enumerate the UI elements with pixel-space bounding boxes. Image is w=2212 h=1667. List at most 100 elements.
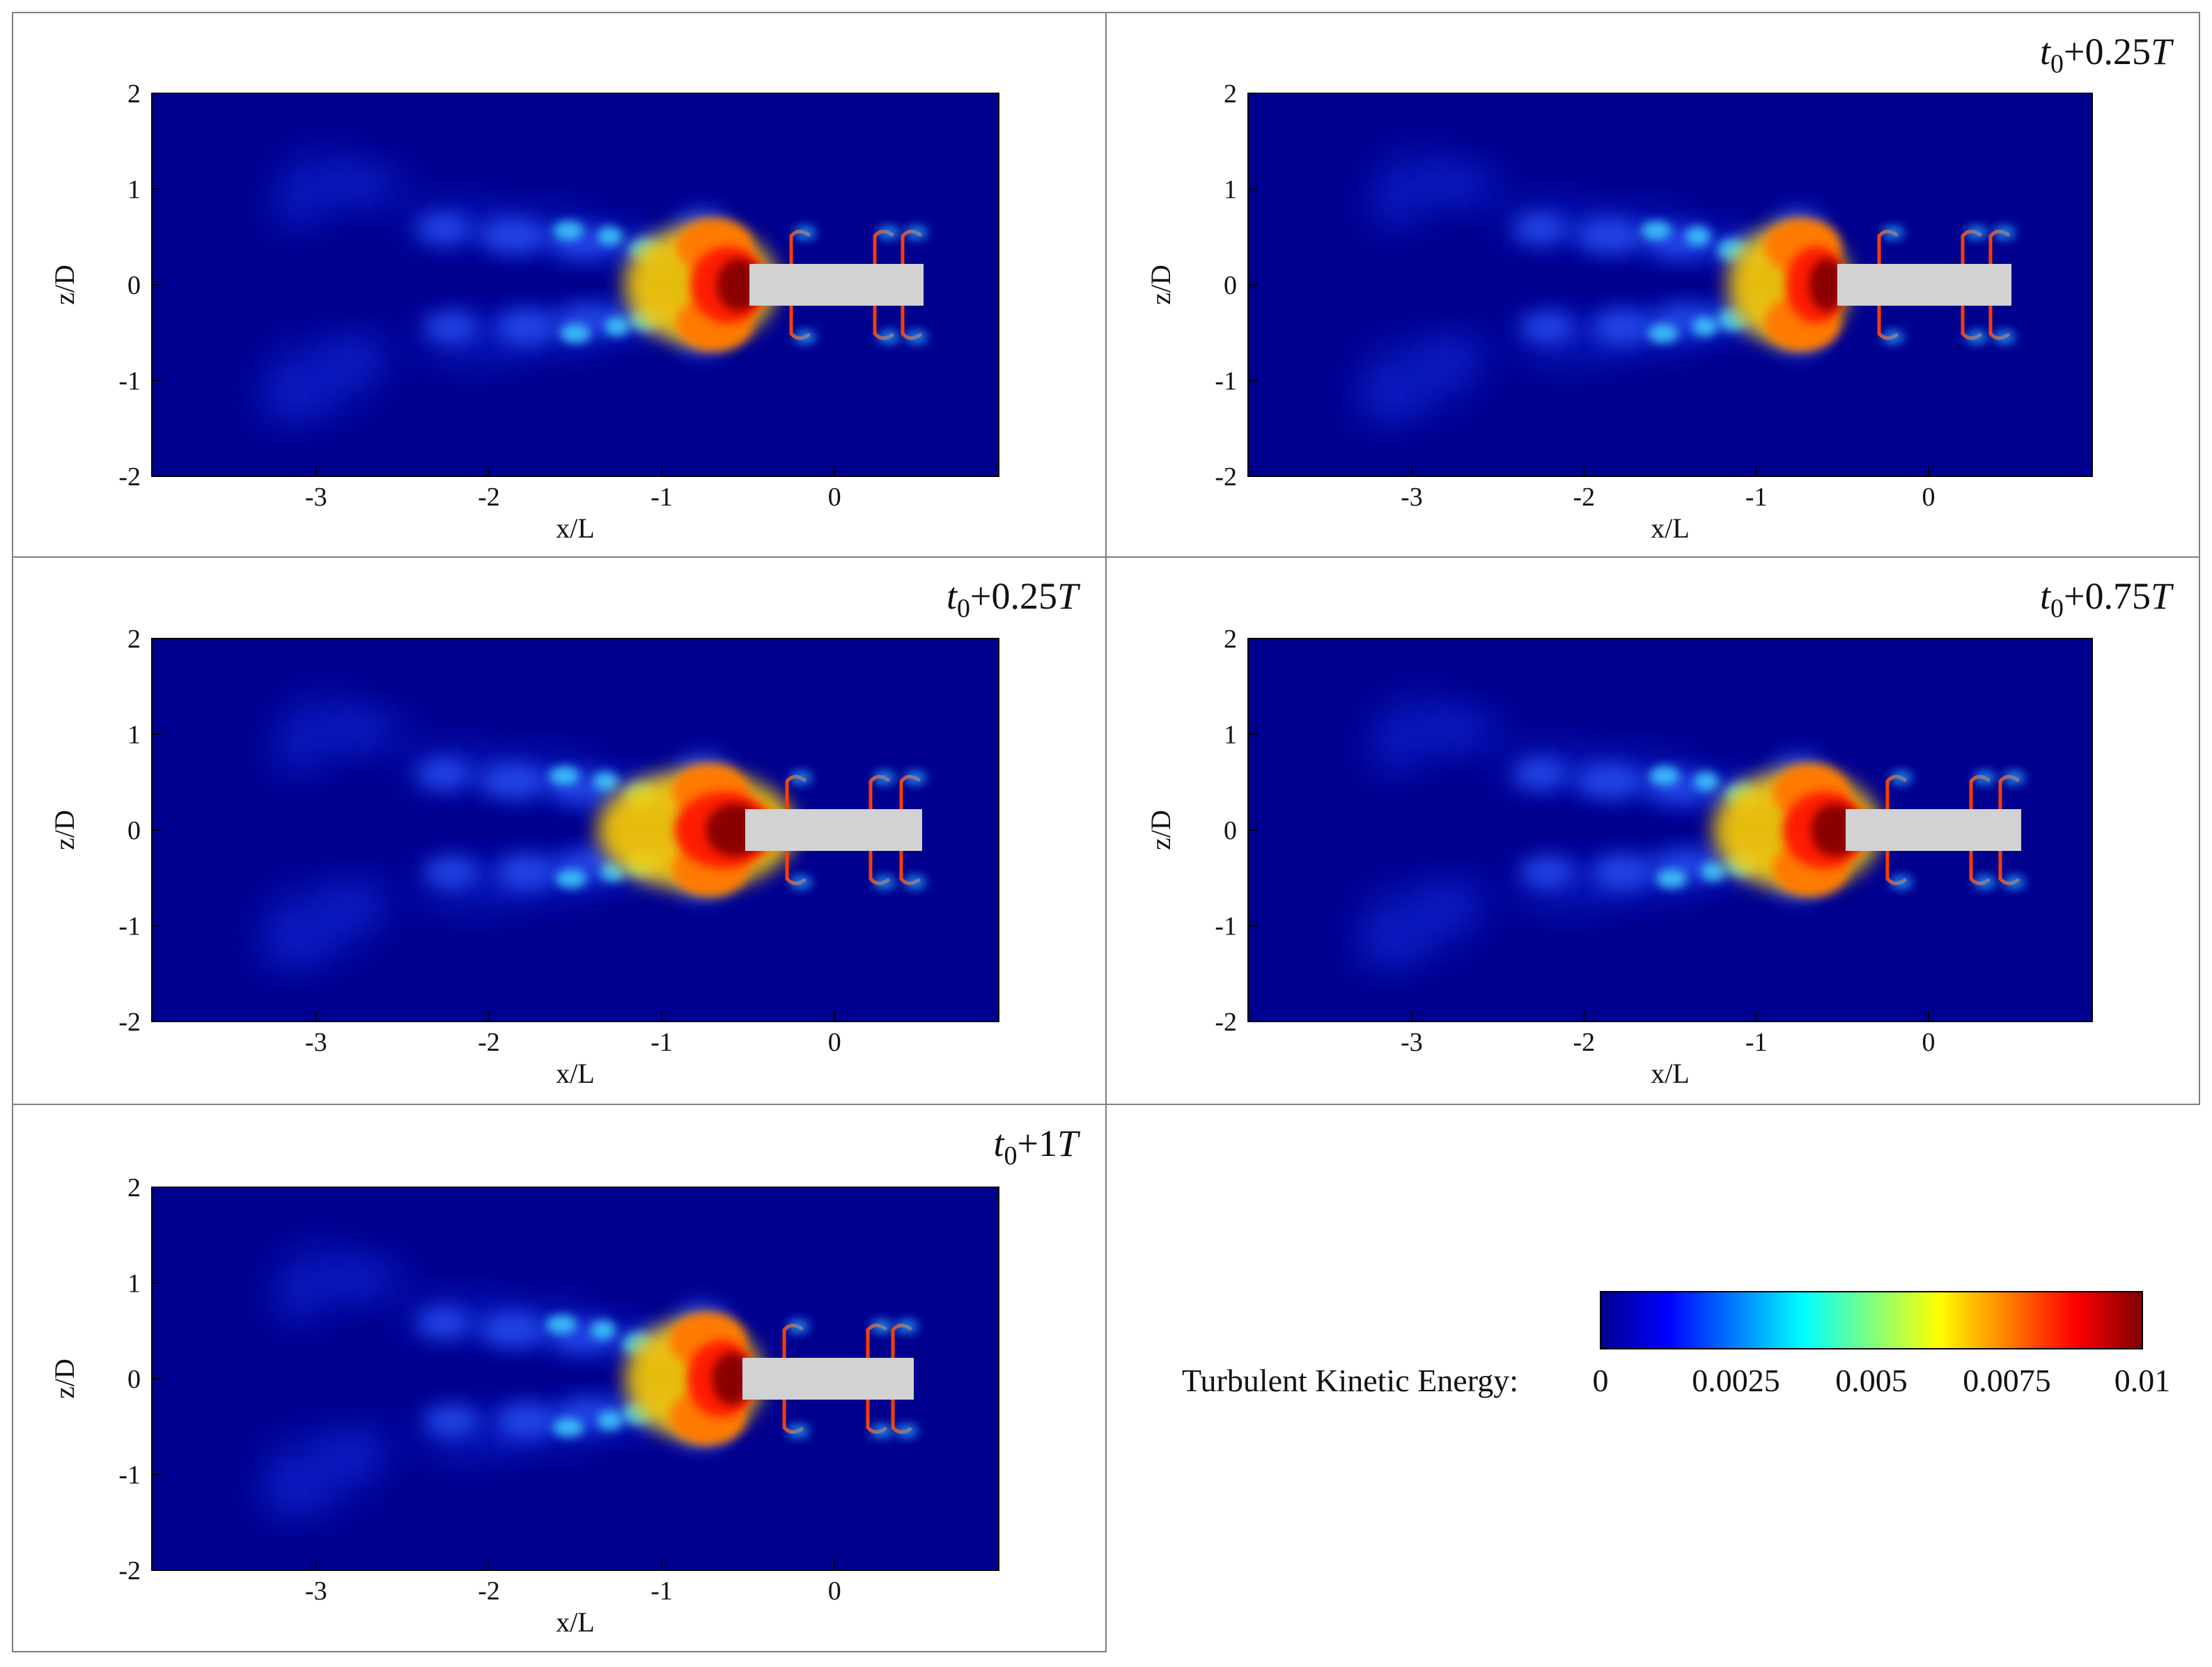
y-axis: 2 1 0 -1 -2 z/D bbox=[1145, 79, 1258, 492]
x-tick-label: 0 bbox=[828, 1576, 841, 1606]
base-wake-hotspot bbox=[1713, 764, 1881, 896]
y-axis-label: z/D bbox=[1145, 265, 1176, 305]
panel-title: t0+0.25T bbox=[2040, 31, 2174, 79]
base-wake-hotspot bbox=[625, 1313, 763, 1445]
x-axis: -3 -2 -1 0 x/L bbox=[305, 467, 841, 544]
wake-structures bbox=[256, 1246, 918, 1518]
panel-title: t0+0.25T bbox=[947, 575, 1081, 623]
chart-panel-4: t0+0.75T -3 -2 -1 0 x/L 2 1 0 -1 -2 z/D bbox=[1105, 556, 2200, 1105]
panel-frame bbox=[1105, 556, 2200, 1105]
x-axis-label: x/L bbox=[556, 1606, 595, 1638]
y-axis: 2 1 0 -1 -2 z/D bbox=[1145, 625, 1258, 1037]
y-tick-label: -2 bbox=[118, 1556, 141, 1586]
y-tick-label: 2 bbox=[127, 1173, 141, 1203]
y-axis-label: z/D bbox=[49, 1359, 80, 1399]
y-tick-label: 2 bbox=[127, 625, 141, 654]
panel-frame bbox=[12, 1104, 1107, 1652]
x-tick-label: 0 bbox=[1922, 1028, 1936, 1057]
x-axis: -3 -2 -1 0 x/L bbox=[1401, 1012, 1936, 1089]
y-tick-label: -2 bbox=[1215, 462, 1237, 492]
tke-field bbox=[152, 1187, 999, 1570]
y-axis: 2 1 0 -1 -2 z/D bbox=[49, 625, 162, 1037]
x-axis: -3 -2 -1 0 x/L bbox=[1401, 467, 1936, 544]
colorbar-tick-label: 0.0025 bbox=[1692, 1363, 1780, 1398]
y-tick-label: 0 bbox=[1224, 816, 1237, 845]
submarine-body bbox=[1846, 809, 2021, 851]
y-tick-label: -1 bbox=[1215, 367, 1237, 396]
x-tick-label: 0 bbox=[828, 483, 841, 512]
y-tick-label: 0 bbox=[127, 1365, 141, 1394]
x-tick-label: -3 bbox=[305, 483, 327, 512]
x-tick-label: -1 bbox=[651, 483, 673, 512]
y-tick-label: 0 bbox=[1224, 271, 1237, 300]
x-tick-label: -2 bbox=[478, 483, 500, 512]
y-tick-label: 2 bbox=[1224, 79, 1237, 109]
y-tick-label: -1 bbox=[118, 912, 141, 941]
y-axis-label: z/D bbox=[49, 265, 80, 305]
y-axis-label: z/D bbox=[1145, 810, 1176, 850]
colorbar-tick-label: 0 bbox=[1593, 1363, 1609, 1398]
panel-title: t0+1T bbox=[993, 1122, 1080, 1171]
y-axis-label: z/D bbox=[49, 810, 80, 850]
colorbar-tick-label: 0.005 bbox=[1835, 1363, 1908, 1398]
y-tick-label: 2 bbox=[127, 79, 141, 109]
submarine-body bbox=[742, 1358, 914, 1400]
x-tick-label: -3 bbox=[1401, 483, 1423, 512]
x-axis: -3 -2 -1 0 x/L bbox=[305, 1560, 841, 1638]
x-tick-label: -1 bbox=[651, 1576, 673, 1606]
y-tick-label: 0 bbox=[127, 816, 141, 845]
x-axis-label: x/L bbox=[1651, 512, 1690, 544]
x-tick-label: -2 bbox=[478, 1576, 500, 1606]
x-tick-label: -1 bbox=[651, 1028, 673, 1057]
y-tick-label: -2 bbox=[118, 462, 141, 492]
wake-structures bbox=[1353, 698, 2025, 969]
tke-field bbox=[1248, 93, 2092, 476]
x-axis: -3 -2 -1 0 x/L bbox=[305, 1012, 841, 1089]
x-tick-label: -1 bbox=[1745, 1028, 1768, 1057]
y-tick-label: 1 bbox=[127, 1269, 141, 1299]
panel-title: t0+0.75T bbox=[2040, 575, 2174, 623]
x-tick-label: -2 bbox=[478, 1028, 500, 1057]
y-axis: 2 1 0 -1 -2 z/D bbox=[49, 1173, 162, 1586]
tke-field bbox=[152, 639, 999, 1022]
wake-structures bbox=[256, 152, 928, 424]
chart-panel-3: t0+0.25T -3 -2 -1 0 x/L 2 1 0 -1 -2 z/D bbox=[12, 556, 1107, 1105]
y-tick-label: -1 bbox=[118, 367, 141, 396]
chart-panel-2: t0+0.25T -3 -2 -1 0 x/L 2 1 0 -1 -2 z/D bbox=[1105, 12, 2200, 558]
submarine-body bbox=[745, 809, 922, 851]
colorbar bbox=[1600, 1291, 2143, 1349]
y-axis: 2 1 0 -1 -2 z/D bbox=[49, 79, 162, 492]
y-tick-label: -2 bbox=[118, 1008, 141, 1037]
y-tick-label: -1 bbox=[118, 1461, 141, 1490]
submarine-body bbox=[749, 264, 924, 306]
y-tick-label: 1 bbox=[127, 175, 141, 205]
y-tick-label: 1 bbox=[1224, 721, 1237, 750]
x-axis-label: x/L bbox=[556, 1058, 595, 1089]
x-tick-label: -2 bbox=[1573, 483, 1595, 512]
base-wake-hotspot bbox=[624, 219, 777, 351]
y-tick-label: 1 bbox=[127, 721, 141, 750]
y-tick-label: 0 bbox=[127, 271, 141, 300]
submarine-body bbox=[1837, 264, 2011, 306]
x-tick-label: -3 bbox=[1401, 1028, 1423, 1057]
chart-panel-1: -3 -2 -1 0 x/L 2 1 0 -1 -2 z/D bbox=[12, 12, 1107, 558]
x-axis-label: x/L bbox=[556, 512, 595, 544]
x-tick-label: -2 bbox=[1573, 1028, 1595, 1057]
x-tick-label: -1 bbox=[1745, 483, 1768, 512]
x-tick-label: 0 bbox=[828, 1028, 841, 1057]
x-tick-label: -3 bbox=[305, 1576, 327, 1606]
base-wake-hotspot bbox=[1727, 219, 1850, 351]
y-tick-label: 2 bbox=[1224, 625, 1237, 654]
colorbar-tick-label: 0.01 bbox=[2114, 1363, 2171, 1398]
y-tick-label: -1 bbox=[1215, 912, 1237, 941]
colorbar-legend: Turbulent Kinetic Energy: 0 0.0025 0.005 0.0… bbox=[1182, 1291, 2171, 1398]
colorbar-label: Turbulent Kinetic Energy: bbox=[1182, 1363, 1518, 1398]
x-axis-label: x/L bbox=[1651, 1058, 1690, 1089]
y-tick-label: -2 bbox=[1215, 1008, 1237, 1037]
y-tick-label: 1 bbox=[1224, 175, 1237, 205]
x-tick-label: -3 bbox=[305, 1028, 327, 1057]
wake-structures bbox=[1353, 152, 2016, 424]
x-tick-label: 0 bbox=[1922, 483, 1936, 512]
wake-structures bbox=[256, 698, 926, 969]
